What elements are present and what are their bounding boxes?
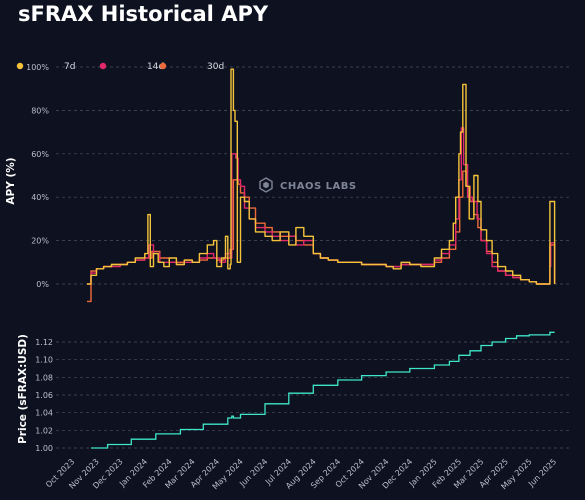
price-y-tick-label: 1.02 [35, 426, 53, 435]
legend-label-30d: 30d [207, 62, 224, 72]
apy-axis-title: APY (%) [5, 157, 17, 204]
chaos-labs-watermark: CHAOS LABS [259, 177, 357, 193]
price-y-tick-label: 1.06 [35, 391, 53, 400]
apy-y-tick-label: 80% [31, 106, 49, 115]
apy-y-tick-label: 0% [36, 280, 49, 289]
price-y-tick-label: 1.12 [35, 338, 53, 347]
apy-y-tick-label: 40% [31, 193, 49, 202]
chart-title: sFRAX Historical APY [18, 2, 269, 26]
legend-marker-14d [99, 62, 107, 70]
watermark-text: CHAOS LABS [280, 181, 357, 192]
price-y-tick-label: 1.10 [35, 356, 53, 365]
series-line-7d [87, 68, 556, 285]
legend-marker-7d [16, 62, 24, 70]
chaos-labs-logo-icon [259, 177, 273, 193]
price-series-line [91, 331, 555, 449]
series-line-14d [87, 127, 556, 285]
price-lines [91, 331, 555, 449]
apy-y-tick-label: 60% [31, 150, 49, 159]
legend-label-7d: 7d [64, 62, 75, 72]
price-y-tick-label: 1.00 [35, 444, 53, 453]
legend-marker-30d [159, 62, 167, 70]
legend: 7d 14d 30d [16, 62, 224, 72]
price-y-tick-label: 1.08 [35, 373, 53, 382]
apy-y-tick-label: 100% [26, 63, 49, 72]
legend-label-14d: 14d [147, 62, 164, 72]
apy-y-tick-label: 20% [31, 237, 49, 246]
price-y-tick-label: 1.04 [35, 409, 53, 418]
price-axis-title: Price (sFRAX:USD) [17, 334, 29, 444]
price-grid [56, 341, 572, 449]
apy-lines [87, 68, 556, 303]
axis-ticks: 0% 20% 40% 60% 80% 100% 1.00 1.02 1.04 1.06 1.08 1.… [26, 63, 558, 491]
